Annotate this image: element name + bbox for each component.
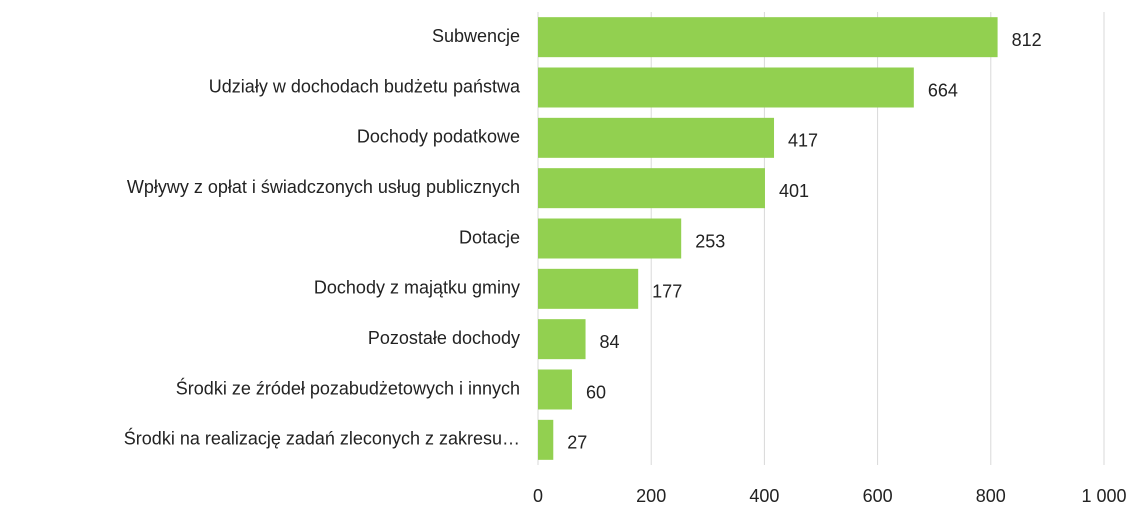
bar [538, 319, 586, 360]
value-label: 812 [1012, 30, 1042, 50]
value-label: 664 [928, 80, 958, 100]
bar [538, 369, 572, 410]
y-tick-label: Pozostałe dochody [368, 328, 520, 348]
bar [538, 268, 639, 309]
bar [538, 218, 682, 259]
y-tick-label: Wpływy z opłat i świadczonych usług publ… [127, 177, 520, 197]
bar [538, 168, 765, 209]
bar [538, 419, 554, 460]
y-tick-label: Dotacje [459, 227, 520, 247]
x-tick-label: 400 [749, 486, 779, 506]
x-tick-label: 800 [976, 486, 1006, 506]
bar [538, 17, 998, 58]
x-tick-label: 0 [533, 486, 543, 506]
y-tick-label: Subwencje [432, 26, 520, 46]
value-label: 60 [586, 382, 606, 402]
x-tick-label: 200 [636, 486, 666, 506]
value-label: 253 [695, 231, 725, 251]
y-tick-label: Środki ze źródeł pozabudżetowych i innyc… [176, 377, 520, 398]
y-tick-label: Dochody podatkowe [357, 127, 520, 147]
value-label: 401 [779, 181, 809, 201]
y-tick-label: Środki na realizację zadań zleconych z z… [124, 428, 520, 449]
value-label: 84 [600, 332, 620, 352]
value-label: 417 [788, 131, 818, 151]
x-tick-label: 1 000 [1081, 486, 1126, 506]
value-label: 177 [652, 282, 682, 302]
y-tick-label: Udziały w dochodach budżetu państwa [209, 76, 521, 96]
y-tick-label: Dochody z majątku gminy [314, 278, 520, 298]
value-label: 27 [567, 433, 587, 453]
bar [538, 117, 775, 158]
x-tick-label: 600 [863, 486, 893, 506]
bar [538, 67, 914, 108]
